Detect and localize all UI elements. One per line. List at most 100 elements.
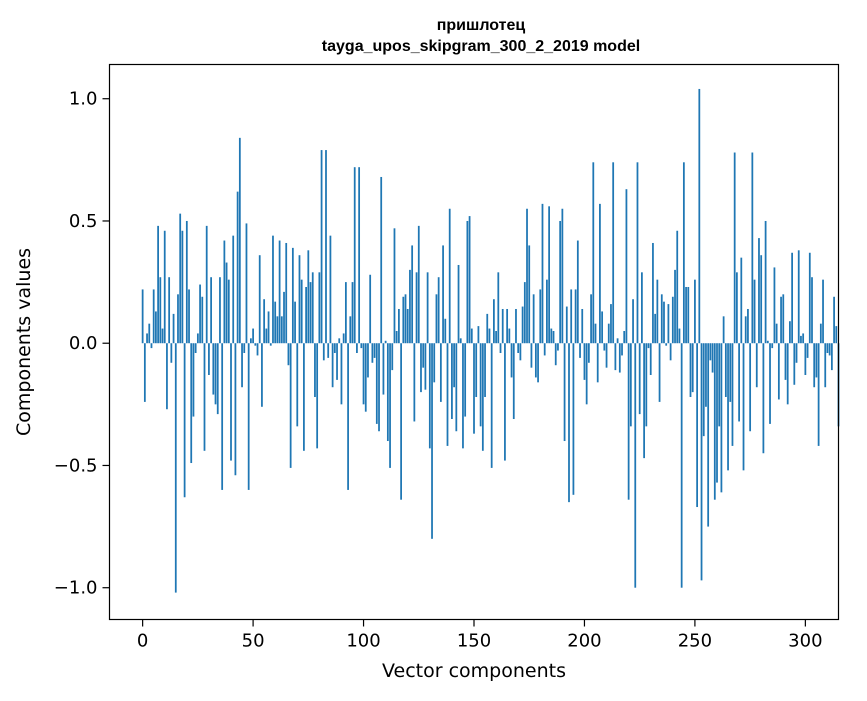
bar	[192, 343, 195, 417]
bar	[364, 343, 367, 412]
bar	[519, 343, 522, 361]
bar	[232, 235, 235, 344]
bar	[740, 257, 743, 344]
bar	[455, 343, 458, 432]
bar	[603, 343, 606, 351]
bar	[413, 343, 416, 422]
bar	[486, 313, 489, 344]
bar	[497, 272, 500, 344]
bar	[678, 328, 681, 344]
bar	[568, 343, 570, 503]
bar	[705, 343, 707, 407]
bar	[435, 294, 438, 344]
bar	[638, 343, 641, 415]
bar	[499, 343, 502, 353]
bar	[532, 294, 535, 344]
bar	[720, 343, 723, 493]
bar	[515, 308, 517, 344]
bar	[775, 323, 778, 344]
bar	[433, 343, 436, 383]
bar	[610, 304, 612, 344]
bar	[550, 328, 553, 344]
bar	[762, 343, 765, 454]
bar	[205, 225, 208, 344]
bar	[216, 343, 219, 415]
bar	[665, 343, 668, 346]
bar	[599, 203, 601, 344]
bar	[660, 294, 663, 344]
bar	[336, 343, 338, 380]
bar	[627, 343, 630, 500]
bar	[667, 304, 670, 344]
bar	[645, 343, 648, 427]
bar	[724, 343, 727, 398]
bar	[808, 252, 811, 344]
bar	[470, 328, 473, 344]
bar	[687, 286, 690, 344]
bar	[152, 289, 155, 344]
bar	[170, 343, 173, 363]
bar	[362, 343, 365, 405]
bar	[431, 343, 433, 539]
bar	[742, 343, 745, 471]
x-tick-label: 250	[678, 631, 712, 652]
bar	[747, 308, 749, 344]
bar	[219, 277, 221, 344]
bar	[707, 343, 710, 527]
bar	[696, 343, 698, 508]
bar	[786, 343, 789, 405]
y-axis-label: Components values	[13, 248, 35, 436]
bar	[166, 343, 168, 410]
bar	[243, 343, 246, 353]
bar	[530, 343, 533, 368]
bar	[614, 343, 617, 371]
bar	[446, 343, 449, 446]
bar	[442, 245, 444, 344]
bar	[448, 208, 451, 344]
bar	[367, 343, 369, 378]
bar	[579, 343, 581, 358]
x-axis: 0 50 100 150 200 250 300	[137, 619, 823, 652]
bar	[718, 343, 721, 427]
bar	[194, 343, 197, 353]
bar	[755, 343, 758, 388]
bar	[327, 343, 330, 358]
bar	[172, 313, 175, 344]
bar	[607, 323, 610, 344]
bar	[395, 331, 398, 344]
bar	[269, 343, 272, 346]
bar	[634, 343, 637, 588]
bar	[629, 343, 632, 427]
bar	[424, 343, 427, 390]
bar	[510, 343, 513, 378]
bar	[751, 152, 754, 344]
bar	[146, 333, 148, 344]
bar	[208, 343, 210, 375]
bar	[576, 240, 579, 344]
bar	[201, 296, 204, 344]
bar	[371, 343, 374, 363]
bar	[320, 150, 323, 344]
bar	[322, 343, 325, 361]
bar	[393, 228, 396, 344]
bar	[479, 343, 482, 427]
bar	[356, 343, 358, 353]
bar	[245, 223, 248, 344]
y-tick-label: 0.0	[69, 333, 98, 354]
bar	[159, 277, 162, 344]
bar	[649, 343, 652, 375]
bar	[623, 331, 626, 344]
bar	[400, 343, 402, 500]
bar	[680, 343, 683, 588]
bar	[199, 284, 201, 344]
bar	[557, 343, 559, 351]
bar	[398, 308, 400, 344]
bar	[826, 343, 829, 353]
x-tick-label: 50	[242, 631, 265, 652]
bar	[618, 343, 621, 373]
bar	[663, 301, 665, 344]
bar	[298, 255, 301, 344]
bar	[402, 296, 405, 344]
bar	[203, 343, 206, 451]
bar	[329, 235, 332, 344]
